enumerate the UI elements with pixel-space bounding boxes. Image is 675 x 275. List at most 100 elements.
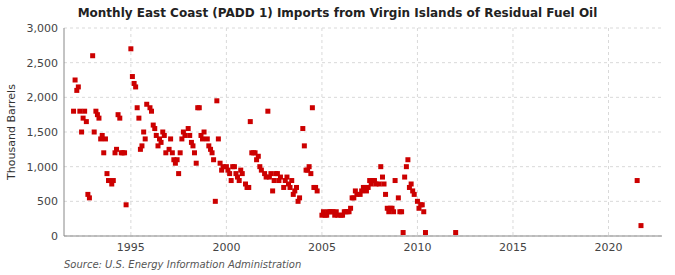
point: [87, 195, 92, 200]
y-tick-label: 0: [51, 230, 58, 243]
point: [210, 150, 215, 155]
point: [232, 164, 237, 169]
point: [216, 136, 221, 141]
point: [84, 119, 89, 124]
point: [421, 209, 426, 214]
grid-line-y: [64, 201, 662, 202]
y-tick-label: 3,000: [27, 22, 59, 35]
point: [197, 105, 202, 110]
point: [96, 116, 101, 121]
point: [152, 126, 157, 131]
point: [393, 178, 398, 183]
point: [141, 130, 146, 135]
grid-line-x: [512, 28, 513, 236]
point: [200, 136, 205, 141]
point: [162, 133, 167, 138]
point: [405, 157, 410, 162]
point: [143, 136, 148, 141]
point: [391, 209, 396, 214]
point: [175, 157, 180, 162]
x-tick-label: 2015: [499, 241, 527, 254]
point: [187, 133, 192, 138]
y-tick-label: 2,500: [27, 57, 59, 70]
point: [409, 182, 414, 187]
grid-line-y: [64, 166, 662, 167]
point: [168, 136, 173, 141]
point: [159, 140, 164, 145]
x-axis-line: [64, 236, 662, 237]
grid-line-y: [64, 97, 662, 98]
point: [176, 171, 181, 176]
point: [139, 143, 144, 148]
point: [378, 164, 383, 169]
point: [377, 182, 382, 187]
x-tick-label: 2010: [403, 241, 431, 254]
point: [79, 130, 84, 135]
point: [272, 178, 277, 183]
grid-line-y: [64, 62, 662, 63]
point: [136, 116, 141, 121]
point: [635, 178, 640, 183]
grid-line-x: [321, 28, 322, 236]
point: [423, 230, 428, 235]
point: [205, 136, 210, 141]
point: [453, 230, 458, 235]
points: [71, 46, 643, 235]
point: [211, 157, 216, 162]
point: [288, 185, 293, 190]
point: [82, 109, 87, 114]
point: [297, 195, 302, 200]
point: [186, 126, 191, 131]
point: [396, 195, 401, 200]
point: [229, 178, 234, 183]
point: [278, 175, 283, 180]
point: [401, 230, 406, 235]
point: [117, 116, 122, 121]
point: [265, 109, 270, 114]
point: [170, 150, 175, 155]
point: [399, 209, 404, 214]
point: [213, 199, 218, 204]
point: [302, 143, 307, 148]
y-tick-label: 1,500: [27, 126, 59, 139]
point: [90, 53, 95, 58]
point: [214, 98, 219, 103]
point: [182, 133, 187, 138]
chart: 05001,0001,5002,0002,5003,00019952000200…: [0, 0, 675, 275]
point: [284, 175, 289, 180]
grid-line-x: [608, 28, 609, 236]
grid-line-y: [64, 236, 662, 237]
point: [402, 175, 407, 180]
y-tick-label: 500: [37, 195, 58, 208]
point: [383, 192, 388, 197]
point: [92, 130, 97, 135]
point: [124, 202, 129, 207]
point: [133, 84, 138, 89]
grid-line-y: [64, 132, 662, 133]
point: [246, 185, 251, 190]
point: [104, 171, 109, 176]
point: [77, 109, 82, 114]
point: [281, 185, 286, 190]
point: [76, 84, 81, 89]
point: [380, 175, 385, 180]
point: [128, 46, 133, 51]
point: [420, 202, 425, 207]
point: [122, 150, 127, 155]
point: [308, 171, 313, 176]
point: [307, 164, 312, 169]
y-axis-label: Thousand Barrels: [5, 84, 18, 181]
x-tick-label: 2005: [308, 241, 336, 254]
point: [114, 147, 119, 152]
x-tick-label: 2020: [595, 241, 623, 254]
point: [248, 119, 253, 124]
grid: [64, 28, 662, 236]
point: [71, 109, 76, 114]
point: [130, 74, 135, 79]
point: [382, 182, 387, 187]
point: [178, 150, 183, 155]
point: [268, 171, 273, 176]
source-note: Source: U.S. Energy Information Administ…: [64, 259, 301, 270]
point: [256, 154, 261, 159]
point: [202, 130, 207, 135]
